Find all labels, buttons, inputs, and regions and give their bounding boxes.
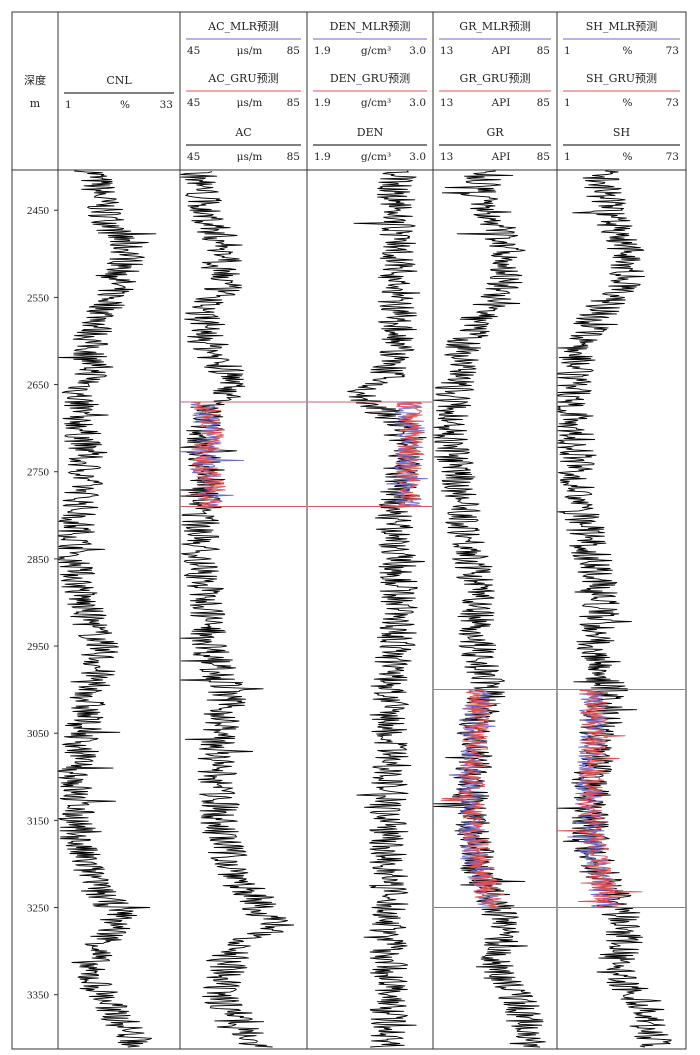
depth-header-unit: m [30, 97, 41, 110]
sh-scale-max: 73 [666, 45, 679, 57]
ac-header-title: AC_GRU预测 [207, 72, 278, 85]
depth-tick-label: 2450 [27, 205, 50, 217]
sh-scale-min: 1 [564, 151, 571, 163]
den-scale-unit: g/cm³ [361, 45, 391, 57]
depth-tick-label: 3150 [27, 815, 50, 827]
gr-curve-gr [433, 170, 546, 1048]
depth-tick-label: 3050 [27, 728, 50, 740]
ac-scale-max: 85 [287, 97, 300, 109]
den-scale-max: 3.0 [409, 151, 426, 163]
sh-header-title: SH [613, 126, 630, 139]
den-scale-max: 3.0 [409, 97, 426, 109]
gr-scale-min: 13 [440, 151, 453, 163]
sh-scale-min: 1 [564, 97, 571, 109]
sh-scale-max: 73 [666, 97, 679, 109]
den-curve-den-gru [396, 401, 425, 508]
sh-scale-unit: % [623, 45, 633, 57]
gr-scale-max: 85 [537, 97, 550, 109]
gr-header-title: GR [486, 126, 504, 139]
ac-scale-min: 45 [187, 151, 200, 163]
ac-curve-ac-gru [186, 401, 226, 508]
cnl-scale-unit: % [120, 99, 130, 111]
ac-scale-max: 85 [287, 151, 300, 163]
ac-curve-ac-mlr [180, 401, 245, 508]
sh-curve-sh [557, 170, 672, 1048]
depth-tick-label: 3250 [27, 903, 50, 915]
depth-tick-label: 2650 [27, 380, 50, 392]
gr-curve-gr-gru [440, 689, 505, 908]
cnl-curve-cnl [58, 170, 157, 1048]
depth-header-title: 深度 [24, 73, 46, 87]
depth-tick-label: 2850 [27, 554, 50, 566]
ac-header-title: AC [234, 126, 251, 139]
den-curve-den-mlr [386, 401, 429, 508]
den-scale-max: 3.0 [409, 45, 426, 57]
cnl-header-title: CNL [106, 74, 132, 87]
ac-scale-max: 85 [287, 45, 300, 57]
sh-scale-min: 1 [564, 45, 571, 57]
depth-tick-label: 2950 [27, 641, 50, 653]
sh-scale-unit: % [623, 97, 633, 109]
den-scale-min: 1.9 [314, 151, 331, 163]
sh-curve-sh-gru [557, 689, 643, 908]
gr-scale-min: 13 [440, 97, 453, 109]
ac-scale-min: 45 [187, 45, 200, 57]
ac-scale-min: 45 [187, 97, 200, 109]
ac-scale-unit: μs/m [237, 151, 263, 163]
ac-scale-unit: μs/m [237, 45, 263, 57]
sh-header-title: SH_MLR预测 [586, 20, 657, 33]
sh-scale-unit: % [623, 151, 633, 163]
den-scale-min: 1.9 [314, 45, 331, 57]
depth-tick-label: 2750 [27, 467, 50, 479]
ac-scale-unit: μs/m [237, 97, 263, 109]
den-header-title: DEN_MLR预测 [330, 20, 411, 33]
den-header-title: DEN_GRU预测 [330, 72, 410, 85]
depth-tick-label: 3350 [27, 990, 50, 1002]
sh-header-title: SH_GRU预测 [586, 72, 657, 85]
gr-scale-unit: API [491, 97, 511, 109]
ac-header-title: AC_MLR预测 [207, 20, 279, 33]
gr-header-title: GR_GRU预测 [460, 72, 531, 85]
den-scale-unit: g/cm³ [361, 151, 391, 163]
den-curve-den [347, 170, 427, 1048]
cnl-scale-min: 1 [65, 99, 72, 111]
cnl-scale-max: 33 [160, 99, 173, 111]
sh-curve-sh-mlr [567, 689, 619, 908]
chart-frame [11, 11, 687, 1050]
ac-curve-ac [180, 171, 295, 1048]
gr-scale-min: 13 [440, 45, 453, 57]
gr-scale-max: 85 [537, 151, 550, 163]
depth-tick-label: 2550 [27, 292, 50, 304]
sh-scale-max: 73 [666, 151, 679, 163]
gr-scale-unit: API [491, 45, 511, 57]
den-scale-unit: g/cm³ [361, 97, 391, 109]
den-header-title: DEN [357, 126, 384, 139]
den-scale-min: 1.9 [314, 97, 331, 109]
gr-scale-unit: API [491, 151, 511, 163]
gr-header-title: GR_MLR预测 [459, 20, 530, 33]
gr-scale-max: 85 [537, 45, 550, 57]
